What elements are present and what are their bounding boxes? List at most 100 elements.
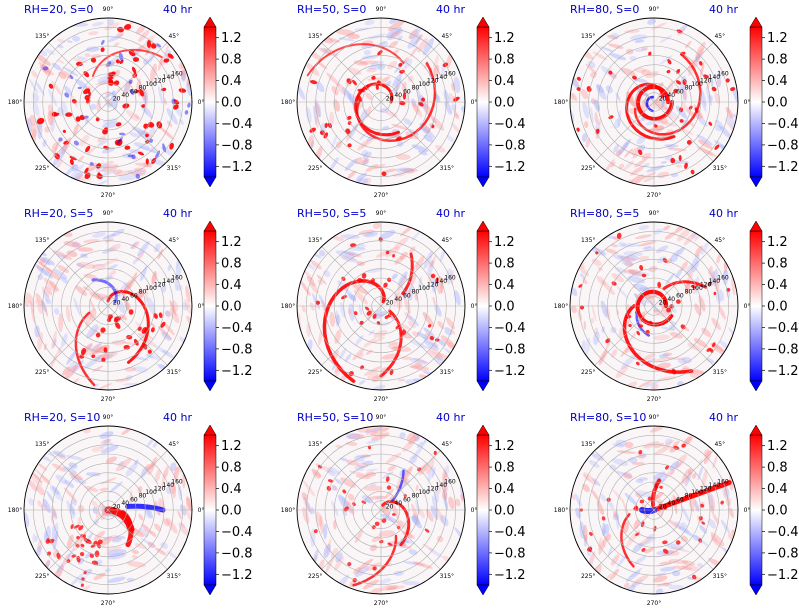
- field-cell: [574, 493, 583, 508]
- colorbar-extend-min: [476, 176, 490, 188]
- field-cell: [118, 132, 126, 136]
- field-cell: [590, 98, 596, 105]
- polar-frame: [569, 221, 739, 391]
- field-cell: [582, 101, 589, 119]
- field-cell: [682, 79, 687, 85]
- field-cell: [328, 466, 341, 475]
- field-cell: [90, 57, 97, 63]
- angle-tick-label: 180°: [281, 507, 295, 514]
- colorbar: 1.2 0.8 0.4 0.0 −0.4 −0.8 −1.2: [749, 220, 799, 392]
- field-cell: [31, 471, 43, 484]
- colorbar-body: [203, 230, 217, 382]
- field-cell: [662, 540, 668, 545]
- field-cell: [32, 92, 40, 102]
- field-cell: [32, 533, 36, 543]
- grid-spoke: [107, 305, 168, 366]
- colorbar-tick-label: 0.8: [767, 53, 788, 68]
- field-cell: [411, 515, 423, 529]
- field-cell: [105, 456, 117, 464]
- field-cell: [396, 154, 411, 160]
- field-cell: [122, 341, 136, 346]
- field-cell: [89, 308, 97, 322]
- field-cell: [723, 267, 727, 282]
- field-cell: [301, 305, 306, 313]
- field-band: [355, 62, 437, 143]
- field-cell: [658, 353, 670, 359]
- field-cell: [647, 298, 656, 304]
- field-cell: [694, 107, 699, 114]
- field-cell: [80, 347, 87, 356]
- field-cell: [72, 535, 83, 552]
- grid-spoke: [594, 509, 655, 570]
- field-band: [352, 534, 398, 587]
- angle-tick-label: 315°: [713, 369, 727, 376]
- field-cell: [414, 362, 423, 369]
- field-band: [391, 469, 405, 502]
- angle-tick-label: 0°: [744, 507, 751, 514]
- grid-spoke: [653, 305, 714, 366]
- field-cell: [334, 555, 345, 571]
- field-cell: [662, 225, 671, 231]
- field-cell: [600, 300, 608, 318]
- field-cell: [135, 173, 141, 179]
- field-cell: [366, 67, 378, 73]
- field-cell: [376, 321, 381, 325]
- field-cell: [409, 26, 422, 40]
- field-cell: [634, 67, 647, 73]
- polar-panel: 0°45°90°135°180°225°270°315°20 4060801001…: [554, 207, 751, 403]
- field-cell: [365, 349, 373, 355]
- field-cell: [91, 263, 106, 270]
- field-cell: [73, 297, 81, 316]
- radial-tick-label: 60: [403, 88, 411, 95]
- field-cell: [35, 299, 40, 306]
- field-cell: [35, 80, 45, 96]
- field-cell: [624, 492, 638, 506]
- angle-tick-label: 45°: [714, 237, 725, 244]
- field-cell: [96, 99, 101, 113]
- field-cell: [701, 521, 706, 525]
- field-cell: [335, 250, 355, 258]
- field-cell: [76, 555, 81, 563]
- field-cell: [419, 464, 427, 475]
- field-cell: [679, 119, 684, 123]
- field-cell: [418, 275, 423, 290]
- colorbar-tick-label: −1.2: [767, 568, 799, 583]
- field-cell: [359, 320, 364, 325]
- field-cell: [612, 489, 624, 503]
- angle-tick-label: 0°: [198, 303, 205, 310]
- field-cell: [45, 298, 49, 305]
- field-cell: [364, 426, 384, 434]
- colorbar-tick-label: 0.4: [221, 74, 242, 89]
- field-cell: [370, 427, 389, 436]
- field-cell: [131, 555, 138, 559]
- colorbar-extend-max: [203, 16, 217, 28]
- field-cell: [144, 285, 149, 302]
- panel-time: 40 hr: [436, 411, 465, 424]
- field-cell: [85, 342, 102, 356]
- field-cell: [62, 66, 79, 77]
- angle-tick-label: 225°: [308, 369, 322, 376]
- field-cell: [79, 134, 90, 147]
- field-cell: [423, 340, 439, 351]
- field-cell: [31, 70, 39, 78]
- grid-spoke: [321, 450, 382, 511]
- field-cell: [714, 144, 720, 150]
- field-cell: [126, 334, 133, 340]
- field-cell: [402, 92, 407, 100]
- radial-tick-label: 120: [700, 282, 712, 289]
- colorbar-extend-max: [749, 424, 763, 436]
- field-cell: [52, 509, 58, 520]
- field-cell: [346, 33, 360, 39]
- field-cell: [623, 582, 630, 589]
- field-cell: [115, 378, 131, 382]
- angle-tick-label: 270°: [647, 192, 661, 199]
- angle-tick-label: 90°: [103, 414, 114, 421]
- radial-tick-label: 100: [145, 489, 157, 496]
- field-cell: [150, 327, 155, 333]
- field-cell: [67, 360, 78, 372]
- field-cell: [638, 241, 657, 247]
- field-cell: [345, 128, 351, 135]
- field-cell: [305, 106, 312, 124]
- field-cell: [37, 331, 44, 351]
- field-cell: [410, 357, 428, 366]
